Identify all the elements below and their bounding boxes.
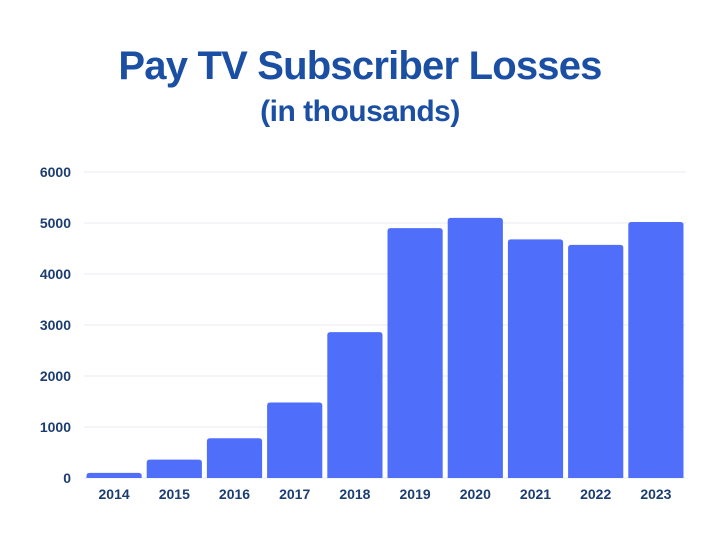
bar-2018 <box>327 332 383 478</box>
x-tick-label: 2015 <box>159 486 190 502</box>
y-tick-label: 5000 <box>40 215 71 231</box>
x-tick-label: 2020 <box>460 486 491 502</box>
bar-2015 <box>146 459 202 478</box>
y-tick-label: 1000 <box>40 419 71 435</box>
bar-2021 <box>507 239 564 478</box>
x-tick-label: 2023 <box>640 486 671 502</box>
y-tick-label: 4000 <box>40 266 71 282</box>
bar-2014 <box>86 472 142 478</box>
y-axis-ticks: 0 1000 2000 3000 4000 5000 6000 <box>40 164 71 486</box>
bar-2023 <box>628 221 684 479</box>
x-tick-label: 2022 <box>580 486 611 502</box>
x-tick-label: 2014 <box>99 486 130 502</box>
bars <box>86 217 684 479</box>
x-tick-label: 2019 <box>400 486 431 502</box>
chart-subtitle: (in thousands) <box>260 95 460 128</box>
x-tick-label: 2021 <box>520 486 551 502</box>
bar-2020 <box>447 217 503 478</box>
y-tick-label: 3000 <box>40 317 71 333</box>
bar-2016 <box>206 438 263 478</box>
y-tick-label: 6000 <box>40 164 71 180</box>
x-tick-label: 2017 <box>279 486 310 502</box>
chart-title: Pay TV Subscriber Losses <box>118 44 602 88</box>
x-axis-ticks: 2014 2015 2016 2017 2018 2019 2020 2021 2022 2023 <box>99 486 672 502</box>
y-tick-label: 2000 <box>40 368 71 384</box>
bar-2022 <box>568 244 624 478</box>
x-tick-label: 2016 <box>219 486 250 502</box>
bar-2017 <box>267 402 323 478</box>
bar-2019 <box>387 228 443 478</box>
x-tick-label: 2018 <box>339 486 370 502</box>
y-tick-label: 0 <box>63 470 71 486</box>
